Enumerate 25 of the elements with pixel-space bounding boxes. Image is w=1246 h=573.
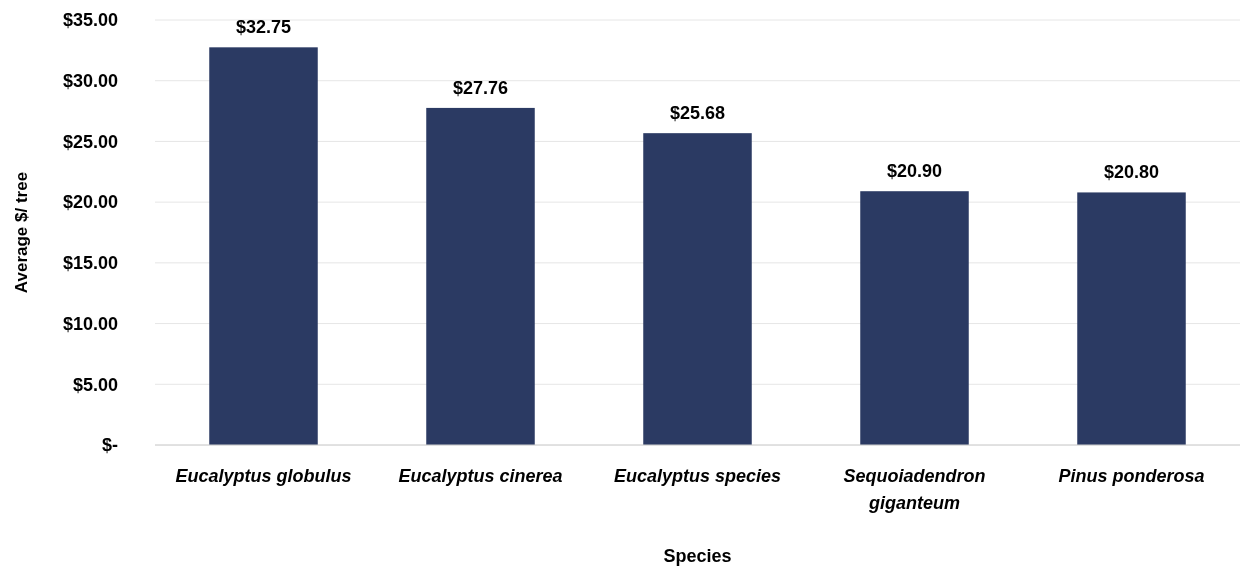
- y-tick-label: $15.00: [62, 253, 118, 274]
- data-label: $32.75: [235, 17, 292, 38]
- y-tick-label: $25.00: [62, 131, 118, 152]
- x-axis-title: Species: [663, 546, 732, 566]
- x-tick-label: Eucalyptus species: [613, 466, 782, 486]
- x-tick-label: Eucalyptus globulus: [175, 466, 352, 486]
- data-label: $20.80: [1103, 162, 1160, 183]
- bar: [860, 191, 969, 445]
- x-tick-label: Pinus ponderosa: [1058, 466, 1205, 486]
- data-label: $20.90: [886, 161, 943, 182]
- data-label: $25.68: [669, 103, 726, 124]
- bar: [426, 107, 535, 445]
- y-tick-label: $5.00: [72, 374, 118, 395]
- bar: [209, 47, 318, 445]
- y-tick-label: $-: [101, 435, 118, 456]
- y-tick-label: $30.00: [62, 71, 118, 92]
- y-axis-title: Average $/ tree: [12, 171, 31, 294]
- bar: [643, 133, 752, 445]
- data-label: $27.76: [452, 77, 509, 98]
- y-tick-label: $20.00: [62, 192, 118, 213]
- y-tick-label: $10.00: [62, 313, 118, 334]
- bar: [1077, 192, 1186, 445]
- x-tick-label: Sequoiadendron giganteum: [843, 466, 986, 513]
- x-tick-label: Eucalyptus cinerea: [398, 466, 563, 486]
- y-tick-label: $35.00: [62, 10, 118, 31]
